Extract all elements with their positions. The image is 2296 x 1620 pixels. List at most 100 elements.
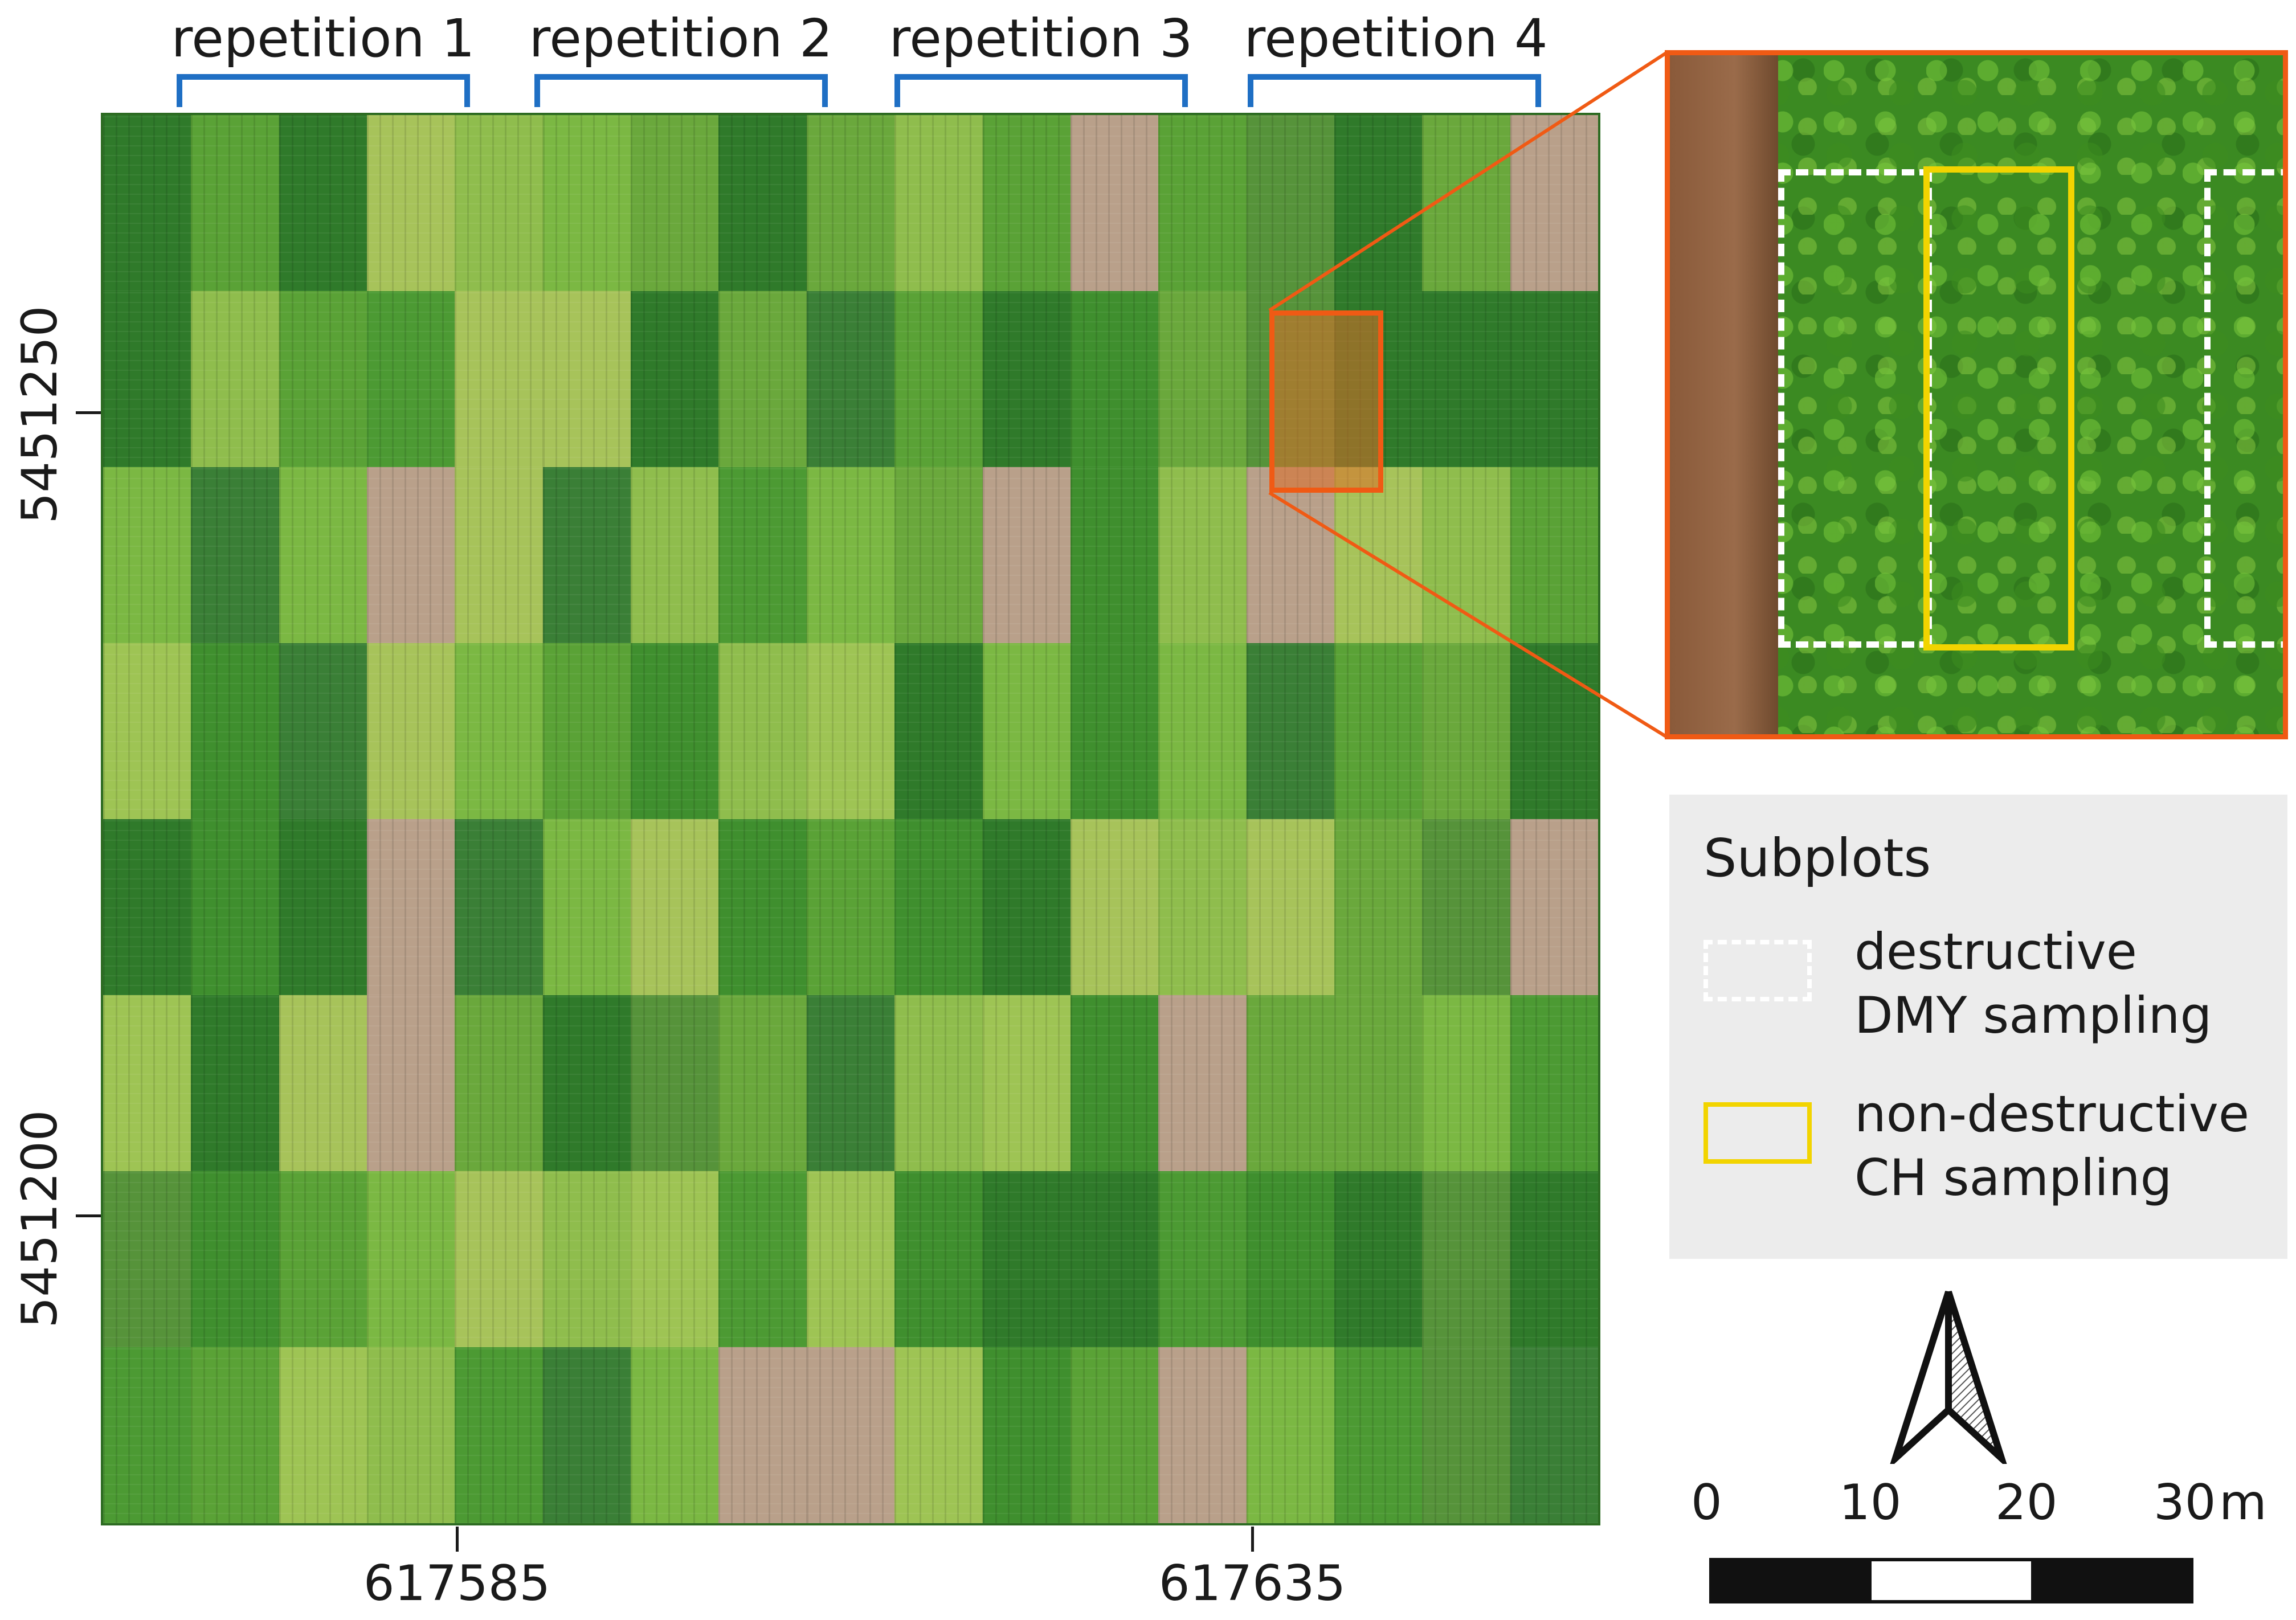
plot-texture (1510, 1347, 1598, 1523)
repetition-label-4: repetition 4 (1244, 8, 1548, 69)
field-plot (982, 115, 1071, 292)
plot-texture (1334, 1171, 1423, 1348)
plot-texture (1158, 819, 1247, 996)
plot-texture (455, 995, 544, 1172)
plot-texture (718, 467, 807, 644)
plot-texture (982, 1171, 1071, 1348)
repetition-bracket-2 (534, 74, 828, 107)
plot-texture (455, 1171, 544, 1348)
plot-texture (367, 819, 456, 996)
plot-texture (279, 1171, 368, 1348)
plot-texture (631, 819, 720, 996)
plot-texture (806, 819, 896, 996)
inset-dmy-subplot-right (2204, 169, 2283, 648)
field-plot (894, 1171, 983, 1348)
field-plot (542, 467, 632, 644)
plot-texture (894, 819, 983, 996)
field-plot (894, 1347, 983, 1523)
plot-texture (1334, 115, 1423, 292)
field-plot (1158, 995, 1247, 1172)
scale-segment-1 (1713, 1561, 1872, 1600)
field-plot (631, 291, 720, 468)
field-plot (1334, 115, 1423, 292)
field-plot (806, 1171, 896, 1348)
plot-texture (103, 115, 192, 292)
field-plot (894, 115, 983, 292)
field-plot (718, 643, 807, 820)
plot-texture (718, 291, 807, 468)
field-plot (1246, 467, 1335, 644)
plot-texture (279, 819, 368, 996)
plot-texture (279, 115, 368, 292)
scale-label-0: 0 (1691, 1474, 1722, 1531)
field-plot (191, 467, 280, 644)
field-plot (806, 819, 896, 996)
field-plot (1510, 291, 1598, 468)
field-plot (718, 1347, 807, 1523)
legend-item-ch-line2: CH sampling (1854, 1148, 2172, 1207)
field-plot (191, 995, 280, 1172)
plot-texture (191, 115, 280, 292)
field-plot (982, 643, 1071, 820)
plot-texture (103, 1171, 192, 1348)
plot-texture (103, 819, 192, 996)
plot-texture (455, 819, 544, 996)
field-plot (1070, 1171, 1159, 1348)
plot-texture (1334, 995, 1423, 1172)
plot-texture (982, 1347, 1071, 1523)
field-plot (894, 819, 983, 996)
legend-title: Subplots (1703, 828, 1931, 889)
field-plot (1422, 1347, 1511, 1523)
field-plot (806, 291, 896, 468)
field-plot (1246, 995, 1335, 1172)
plot-texture (806, 643, 896, 820)
plot-texture (455, 115, 544, 292)
field-plot (1510, 115, 1598, 292)
field-plot (455, 1171, 544, 1348)
field-plot (103, 819, 192, 996)
field-plot (367, 643, 456, 820)
plot-texture (806, 995, 896, 1172)
plot-texture (542, 819, 632, 996)
field-plot (191, 1171, 280, 1348)
scale-segment-3 (2031, 1561, 2190, 1600)
field-plot (631, 1347, 720, 1523)
field-plot (806, 1347, 896, 1523)
field-plot (1510, 1347, 1598, 1523)
plot-texture (279, 1347, 368, 1523)
field-plot (718, 115, 807, 292)
field-plot (1334, 819, 1423, 996)
plot-texture (1422, 819, 1511, 996)
field-plot (279, 291, 368, 468)
plot-texture (455, 291, 544, 468)
field-plot (455, 643, 544, 820)
x-coordinate-label-1: 617585 (363, 1555, 551, 1612)
plot-texture (542, 643, 632, 820)
x-tick-2 (1251, 1527, 1254, 1552)
field-plot (542, 643, 632, 820)
plot-texture (1246, 819, 1335, 996)
plot-texture (631, 643, 720, 820)
plot-texture (1070, 1347, 1159, 1523)
plot-texture (718, 1171, 807, 1348)
plot-texture (1070, 1171, 1159, 1348)
plot-texture (982, 115, 1071, 292)
plot-texture (367, 467, 456, 644)
field-plot (103, 291, 192, 468)
plot-texture (1246, 115, 1335, 292)
field-plot (103, 643, 192, 820)
field-plot (1158, 643, 1247, 820)
field-plot (718, 467, 807, 644)
field-plot (367, 819, 456, 996)
plot-texture (1246, 995, 1335, 1172)
field-plot (894, 467, 983, 644)
field-plot (1422, 1171, 1511, 1348)
plot-texture (1334, 643, 1423, 820)
plot-texture (718, 643, 807, 820)
repetition-bracket-3 (894, 74, 1188, 107)
field-plot (1158, 467, 1247, 644)
field-plot (1070, 995, 1159, 1172)
plot-texture (191, 643, 280, 820)
plot-texture (279, 643, 368, 820)
field-plot (1158, 115, 1247, 292)
